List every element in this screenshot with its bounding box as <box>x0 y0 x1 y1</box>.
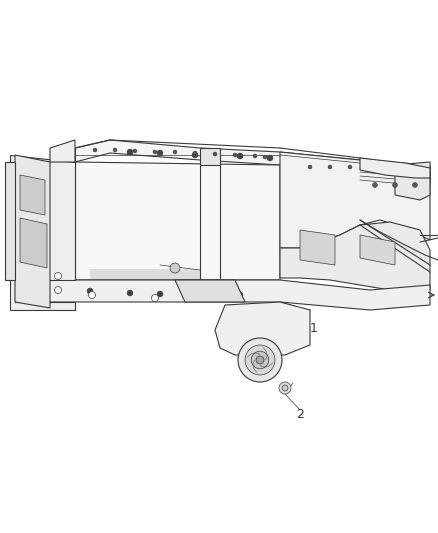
Polygon shape <box>215 302 310 355</box>
Circle shape <box>173 150 177 154</box>
Circle shape <box>54 287 61 294</box>
Polygon shape <box>15 280 430 310</box>
Circle shape <box>263 155 267 159</box>
Polygon shape <box>360 158 430 178</box>
Polygon shape <box>75 162 280 280</box>
Polygon shape <box>200 148 220 165</box>
Polygon shape <box>20 218 47 268</box>
Circle shape <box>192 152 198 158</box>
Polygon shape <box>5 162 15 280</box>
Circle shape <box>127 290 133 296</box>
Circle shape <box>157 291 163 297</box>
Circle shape <box>127 149 133 155</box>
Circle shape <box>282 385 288 391</box>
Circle shape <box>413 182 417 188</box>
Circle shape <box>93 148 97 152</box>
Circle shape <box>297 327 303 333</box>
Circle shape <box>253 154 257 158</box>
Circle shape <box>113 148 117 152</box>
Polygon shape <box>15 155 50 308</box>
Polygon shape <box>360 235 395 265</box>
Polygon shape <box>75 140 430 185</box>
Circle shape <box>87 288 93 294</box>
Circle shape <box>213 152 217 156</box>
Circle shape <box>197 292 203 298</box>
Circle shape <box>157 150 163 156</box>
Circle shape <box>245 345 275 375</box>
Circle shape <box>54 272 61 279</box>
Polygon shape <box>10 155 75 310</box>
Circle shape <box>133 149 137 153</box>
Circle shape <box>392 182 398 188</box>
Circle shape <box>237 292 243 298</box>
Circle shape <box>267 155 273 161</box>
Polygon shape <box>280 222 430 295</box>
Circle shape <box>193 151 197 155</box>
Circle shape <box>212 294 219 301</box>
Polygon shape <box>20 175 45 215</box>
Polygon shape <box>280 152 430 248</box>
Circle shape <box>256 356 264 364</box>
Polygon shape <box>395 162 430 200</box>
Circle shape <box>88 292 95 298</box>
Polygon shape <box>175 280 245 302</box>
Text: 2: 2 <box>296 408 304 422</box>
Circle shape <box>372 182 378 188</box>
Circle shape <box>328 165 332 169</box>
Circle shape <box>237 153 243 159</box>
Circle shape <box>238 338 282 382</box>
Circle shape <box>170 263 180 273</box>
Text: 1: 1 <box>310 321 318 335</box>
Circle shape <box>348 165 352 169</box>
Polygon shape <box>50 140 75 162</box>
Polygon shape <box>300 230 335 265</box>
Circle shape <box>153 150 157 154</box>
Polygon shape <box>360 160 430 175</box>
Circle shape <box>251 351 269 369</box>
Circle shape <box>152 295 159 302</box>
Circle shape <box>279 382 291 394</box>
Circle shape <box>233 153 237 157</box>
Circle shape <box>308 165 312 169</box>
